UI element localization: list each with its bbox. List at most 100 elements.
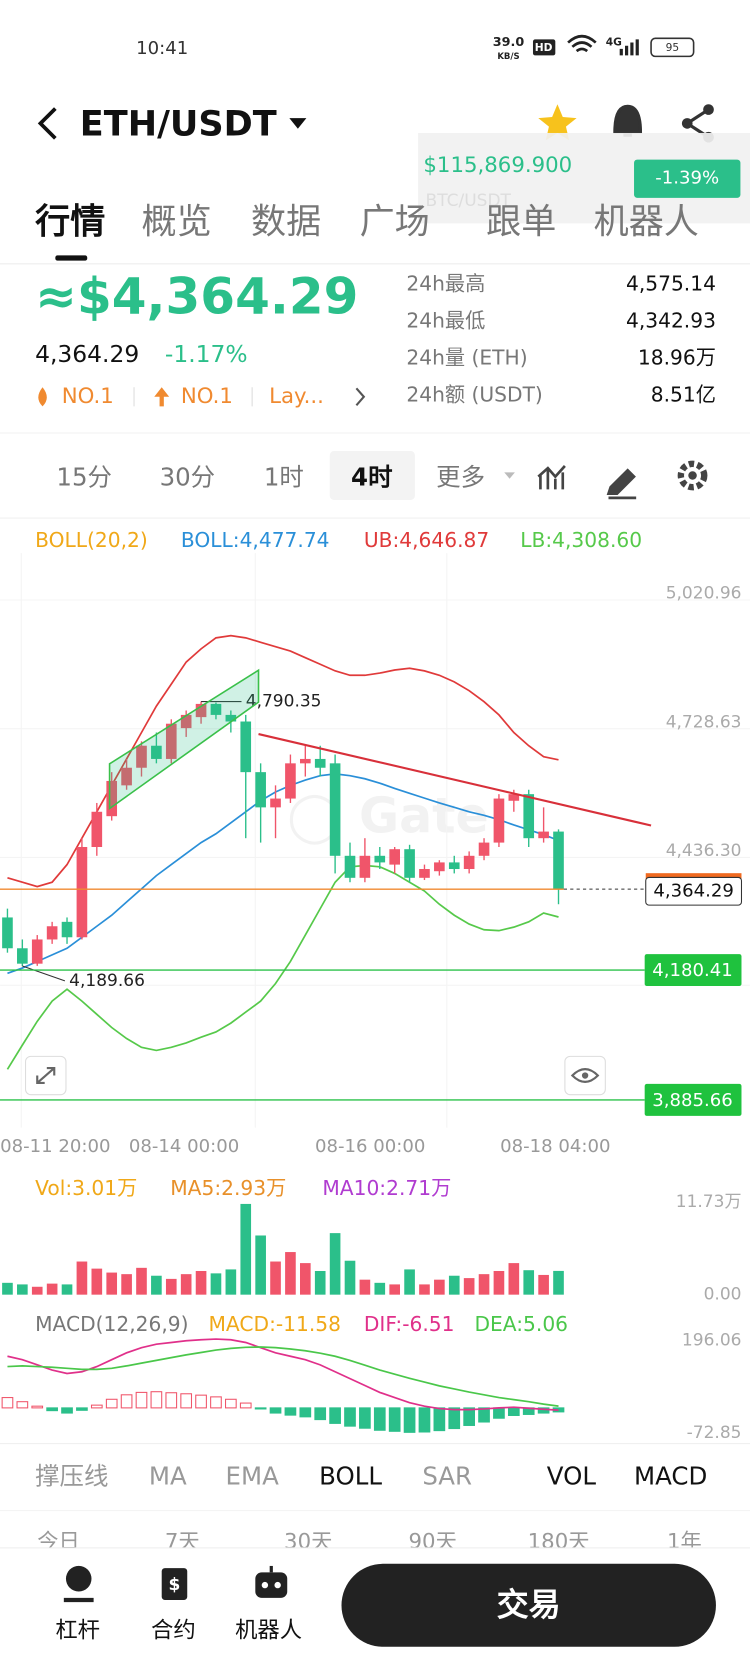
volume-bar (374, 1282, 386, 1295)
candle-body (285, 763, 296, 799)
volume-bar (2, 1282, 13, 1295)
tab[interactable]: 机器人 (594, 201, 699, 242)
favorite-star[interactable] (538, 104, 577, 141)
macd-tick-label: -72.85 (687, 1423, 742, 1443)
back-button[interactable] (37, 107, 57, 140)
macd-bar (254, 1407, 267, 1410)
rank-badge[interactable]: NO.1 (181, 384, 233, 409)
indicator-icon[interactable] (537, 465, 566, 490)
indicator-tab[interactable]: BOLL (319, 1462, 382, 1491)
nav-label[interactable]: 合约 (151, 1617, 196, 1643)
stat-value: 4,342.93 (626, 309, 716, 333)
macd-bar (284, 1407, 297, 1416)
pair-title[interactable]: ETH/USDT (80, 104, 277, 145)
candle-body (404, 849, 415, 878)
interval[interactable]: 更多 (436, 463, 485, 492)
candle-body (314, 758, 326, 768)
interval[interactable]: 15分 (56, 463, 112, 492)
candle-body (463, 855, 475, 870)
bot-icon[interactable] (255, 1565, 288, 1598)
expand-button[interactable] (25, 1055, 67, 1096)
hd: HD (535, 41, 553, 54)
indicator-tab[interactable]: 撑压线 (35, 1462, 108, 1491)
dif-line (7, 1338, 559, 1411)
x-tick-label: 08-18 04:00 (500, 1136, 610, 1157)
leverage-icon[interactable] (63, 1565, 94, 1603)
tab[interactable]: 行情 (35, 201, 105, 242)
volume-bar (508, 1263, 520, 1295)
indicator-tab[interactable]: SAR (422, 1462, 472, 1491)
rank-badge[interactable]: NO.1 (62, 384, 114, 409)
settings-icon-center (688, 471, 697, 480)
interval[interactable]: 1时 (264, 463, 304, 492)
macd-bar (418, 1407, 431, 1433)
nav-label[interactable]: 机器人 (235, 1617, 302, 1643)
volume-bar (76, 1261, 88, 1295)
nav-label[interactable]: 杠杆 (55, 1617, 100, 1643)
more-dropdown[interactable] (504, 472, 515, 479)
macd-bar (150, 1391, 163, 1409)
macd-legend: MACD:-11.58 (209, 1312, 342, 1336)
macd-bar (373, 1407, 386, 1431)
visibility-button[interactable] (564, 1055, 606, 1096)
candle-body (210, 703, 222, 715)
candle-body (136, 745, 147, 768)
macd-bar (269, 1407, 282, 1414)
trade-button[interactable] (341, 1563, 716, 1647)
tab[interactable]: 广场 (360, 201, 430, 242)
volume-bar (463, 1278, 475, 1295)
candle-body (46, 926, 58, 940)
interval[interactable]: 30分 (160, 463, 216, 492)
last-price: 4,364.29 (35, 340, 139, 368)
indicator-tab[interactable]: MACD (634, 1462, 707, 1491)
macd-bar (463, 1407, 475, 1426)
volume-bar (359, 1279, 371, 1295)
alert-bell[interactable] (613, 104, 643, 137)
macd-tick-label: 196.06 (682, 1330, 742, 1350)
candle-body (553, 831, 564, 890)
volume-bar (270, 1261, 281, 1295)
y-tick-label: 5,020.96 (666, 584, 742, 604)
wifi-icon (567, 34, 597, 53)
contract-icon[interactable]: $ (161, 1568, 188, 1600)
price-tag (645, 876, 743, 906)
candle-body (31, 939, 43, 964)
signal-icon (619, 39, 639, 56)
settings-icon[interactable] (677, 460, 708, 491)
macd-bar (165, 1392, 178, 1409)
macd-bar (76, 1407, 88, 1411)
channel-drawing[interactable] (108, 668, 260, 811)
macd-bar (195, 1394, 207, 1409)
pair-dropdown[interactable] (289, 118, 307, 129)
tab[interactable]: 概览 (141, 201, 211, 242)
interval[interactable]: 4时 (351, 463, 392, 492)
indicator-tab[interactable]: VOL (547, 1462, 597, 1491)
indicator-tab[interactable]: MA (149, 1462, 187, 1491)
macd-bar (210, 1396, 222, 1409)
tab[interactable]: 数据 (251, 201, 321, 242)
boll-upper (7, 634, 559, 888)
trend-line[interactable] (258, 732, 652, 827)
volume-bar (538, 1274, 549, 1295)
macd-legend: DEA:5.06 (474, 1312, 568, 1336)
macd-bar (120, 1394, 133, 1409)
volume-bar (121, 1274, 132, 1295)
candle-body (344, 855, 356, 878)
volume-bar (61, 1284, 73, 1295)
macd-bar (299, 1407, 312, 1418)
candle-body (538, 831, 549, 839)
macd-bar (31, 1405, 44, 1409)
volume-bar (106, 1272, 118, 1295)
volume-bar (344, 1260, 356, 1295)
more-arrow[interactable] (355, 387, 366, 407)
trade-label[interactable]: 交易 (497, 1585, 561, 1623)
tab[interactable]: 跟单 (486, 201, 556, 242)
indicator-tab[interactable]: EMA (226, 1462, 280, 1491)
widget-change-box (634, 159, 741, 198)
draw-icon[interactable] (606, 468, 637, 500)
stat-value: 8.51亿 (651, 382, 716, 406)
volume-tick-label: 0.00 (704, 1285, 742, 1305)
rank-badge[interactable]: Lay... (269, 384, 324, 409)
volume-legend: MA5:2.93万 (170, 1176, 286, 1200)
macd-bar (1, 1397, 14, 1409)
